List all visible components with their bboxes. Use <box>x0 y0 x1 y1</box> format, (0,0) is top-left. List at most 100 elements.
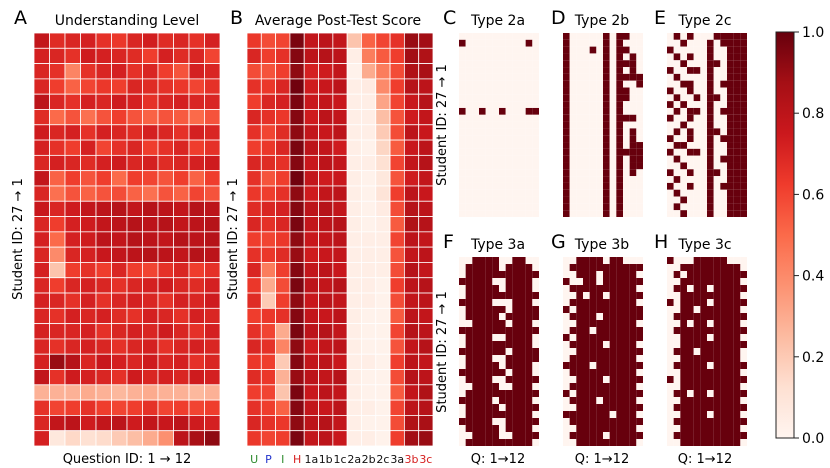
heatmap-cell <box>346 63 362 80</box>
heatmap-cell <box>465 73 473 81</box>
heatmap-cell <box>667 341 674 348</box>
heatmap-cell <box>49 262 66 279</box>
heatmap-cell <box>727 73 734 81</box>
heatmap-cell <box>375 246 391 263</box>
heatmap-cell <box>667 355 674 362</box>
heatmap-cell <box>389 124 405 141</box>
heatmap-cell <box>673 39 681 47</box>
heatmap-cell <box>525 107 533 115</box>
heatmap-cell <box>49 93 66 110</box>
heatmap-cell <box>505 341 513 348</box>
heatmap-cell <box>673 67 681 74</box>
heatmap-cell <box>616 264 623 271</box>
heatmap-cell <box>33 353 50 370</box>
heatmap-cell <box>492 376 499 383</box>
heatmap-cell <box>492 404 499 411</box>
heatmap-cell <box>389 93 405 110</box>
heatmap-cell <box>740 404 747 411</box>
heatmap-cell <box>479 425 486 432</box>
heatmap-cell <box>596 142 603 149</box>
heatmap-cell <box>713 306 721 313</box>
heatmap-cell <box>687 128 694 136</box>
heatmap-cell <box>246 109 262 126</box>
heatmap-cell <box>680 210 687 217</box>
heatmap-cell <box>720 135 727 143</box>
heatmap-cell <box>346 415 362 432</box>
heatmap-cell <box>583 299 590 306</box>
panel-f-title: Type 3a <box>470 237 525 253</box>
heatmap-cell <box>64 170 81 187</box>
heatmap-cell <box>569 432 577 439</box>
heatmap-cell <box>332 292 348 309</box>
heatmap-cell <box>576 67 583 74</box>
heatmap-cell <box>733 376 741 383</box>
heatmap-cell <box>465 114 473 122</box>
heatmap-cell <box>583 148 590 156</box>
heatmap-cell <box>126 93 143 110</box>
heatmap-cell <box>589 411 597 418</box>
heatmap-cell <box>687 299 694 306</box>
heatmap-cell <box>525 320 533 327</box>
heatmap-cell <box>667 299 674 306</box>
heatmap-cell <box>479 196 486 204</box>
panel-b-xticks: U P I H 1a 1b 1c 2a 2b 2c 3a 3b 3c <box>250 453 432 466</box>
heatmap-cell <box>512 390 519 397</box>
heatmap-cell <box>142 93 159 110</box>
heatmap-cell <box>499 404 506 411</box>
heatmap-cell <box>667 121 674 129</box>
heatmap-cell <box>680 320 687 327</box>
heatmap-cell <box>126 231 143 248</box>
heatmap-cell <box>346 262 362 279</box>
heatmap-cell <box>713 348 721 355</box>
heatmap-cell <box>740 264 747 271</box>
heatmap-cell <box>173 32 190 49</box>
heatmap-cell <box>418 246 434 263</box>
heatmap-cell <box>636 418 643 425</box>
heatmap-cell <box>465 285 473 292</box>
heatmap-cell <box>519 264 526 271</box>
heatmap-cell <box>519 390 526 397</box>
heatmap-cell <box>727 397 734 404</box>
heatmap-cell <box>569 320 577 327</box>
heatmap-cell <box>525 114 533 122</box>
heatmap-cell <box>707 189 714 197</box>
heatmap-cell <box>505 53 513 61</box>
heatmap-cell <box>720 87 727 95</box>
heatmap-cell <box>713 376 721 383</box>
heatmap-cell <box>126 124 143 141</box>
heatmap-cell <box>616 278 623 285</box>
heatmap-cell <box>609 46 617 54</box>
heatmap-cell <box>403 32 420 49</box>
heatmap-cell <box>418 277 434 294</box>
heatmap-cell <box>576 278 583 285</box>
heatmap-cell <box>126 430 143 447</box>
heatmap-cell <box>275 170 291 187</box>
heatmap-cell <box>375 277 391 294</box>
heatmap-cell <box>499 155 506 163</box>
heatmap-cell <box>616 411 623 418</box>
heatmap-cell <box>713 33 721 40</box>
heatmap-cell <box>33 323 50 340</box>
heatmap-cell <box>403 124 420 141</box>
heatmap-cell <box>563 264 570 271</box>
heatmap-cell <box>707 355 714 362</box>
heatmap-cell <box>589 348 597 355</box>
heatmap-cell <box>740 292 747 299</box>
heatmap-cell <box>589 390 597 397</box>
heatmap-cell <box>609 320 617 327</box>
heatmap-cell <box>519 128 526 136</box>
heatmap-cell <box>583 80 590 88</box>
heatmap-cell <box>727 39 734 47</box>
heatmap-cell <box>499 257 506 264</box>
heatmap-cell <box>667 397 674 404</box>
heatmap-cell <box>693 313 701 320</box>
heatmap-cell <box>33 109 50 126</box>
heatmap-cell <box>275 399 291 416</box>
heatmap-cell <box>563 33 570 40</box>
heatmap-cell <box>492 390 499 397</box>
heatmap-cell <box>512 189 519 197</box>
heatmap-cell <box>111 78 128 95</box>
heatmap-cell <box>609 87 617 95</box>
heatmap-cell <box>479 39 486 47</box>
heatmap-cell <box>126 170 143 187</box>
